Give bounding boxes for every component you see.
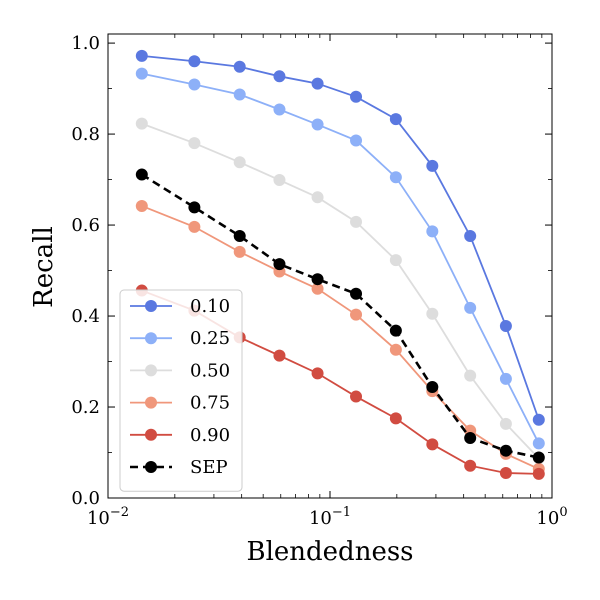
y-tick-label: 0.2 (71, 397, 100, 418)
data-point (350, 287, 363, 300)
y-tick-label: 1.0 (71, 33, 100, 54)
data-point (188, 201, 201, 214)
data-point (188, 78, 201, 91)
y-tick-label: 0.4 (71, 306, 100, 327)
legend-marker (145, 300, 157, 312)
data-point (532, 451, 545, 464)
data-point (350, 134, 363, 147)
x-tick-label: 100 (536, 505, 567, 529)
data-point (389, 254, 402, 267)
legend-label: 0.90 (190, 425, 230, 446)
data-point (233, 229, 246, 242)
data-point (135, 67, 148, 80)
data-point (188, 137, 201, 150)
data-point (499, 444, 512, 457)
y-tick-label: 0.0 (71, 488, 100, 509)
legend-label: 0.10 (190, 296, 230, 317)
data-point (273, 103, 286, 116)
series-0.50 (135, 117, 545, 465)
legend-entry-0.25: 0.25 (130, 328, 230, 349)
legend-marker (145, 332, 157, 345)
legend-entry-0.75: 0.75 (130, 393, 230, 414)
data-point (499, 320, 512, 333)
legend-label: 0.25 (190, 328, 230, 349)
data-point (233, 245, 246, 258)
data-point (311, 191, 324, 204)
legend-entry-SEP: SEP (130, 457, 228, 478)
legend-label: 0.50 (190, 360, 230, 381)
axes-group: 0.0 0.2 0.4 0.6 0.8 1.0 10−2 10−1 100 (71, 33, 567, 529)
data-point (135, 168, 148, 181)
legend-label: SEP (190, 457, 228, 478)
data-point (273, 349, 286, 362)
legend-entry-0.90: 0.90 (130, 425, 230, 446)
data-point (389, 343, 402, 356)
data-point (273, 258, 286, 271)
data-point (135, 199, 148, 212)
data-point (188, 55, 201, 68)
x-tick-label: 10−1 (309, 505, 351, 529)
data-point (135, 117, 148, 130)
data-point (273, 70, 286, 83)
legend-marker (145, 461, 157, 473)
data-point (426, 159, 439, 172)
x-axis-label: Blendedness (246, 537, 413, 567)
data-point (273, 174, 286, 187)
data-point (426, 381, 439, 393)
series-0.10 (135, 49, 545, 426)
data-point (350, 390, 363, 403)
data-point (426, 225, 439, 238)
legend-marker (145, 396, 157, 409)
data-point (389, 324, 402, 337)
series-line-SEP (141, 173, 540, 459)
data-point (350, 308, 363, 321)
data-point (499, 372, 512, 385)
data-point (464, 369, 477, 382)
legend-entry-0.50: 0.50 (130, 360, 230, 381)
series-group (135, 49, 545, 480)
data-point (233, 156, 246, 169)
data-point (311, 367, 324, 380)
data-point (499, 417, 512, 430)
legend-marker (145, 364, 157, 377)
data-point (188, 220, 201, 233)
data-point (389, 113, 402, 126)
data-point (532, 437, 545, 450)
data-point (350, 215, 363, 228)
data-point (311, 77, 324, 90)
data-point (311, 118, 324, 131)
data-point (426, 438, 439, 451)
data-point (464, 301, 477, 314)
x-tick-label: 10−2 (87, 505, 129, 529)
series-SEP (135, 168, 545, 464)
data-point (532, 413, 545, 426)
data-point (135, 49, 148, 62)
data-point (499, 466, 512, 479)
data-point (350, 90, 363, 103)
data-point (233, 88, 246, 101)
legend-label: 0.75 (190, 393, 230, 414)
y-axis-label: Recall (29, 226, 59, 308)
data-point (464, 431, 477, 444)
y-tick-label: 0.6 (71, 215, 100, 236)
y-tick-label: 0.8 (71, 124, 100, 145)
data-point (532, 467, 545, 480)
data-point (311, 282, 324, 295)
data-point (464, 459, 477, 472)
series-0.25 (135, 67, 545, 450)
data-point (233, 60, 246, 73)
data-point (311, 273, 324, 286)
legend-marker (145, 428, 157, 441)
data-point (464, 229, 477, 242)
legend-entry-0.10: 0.10 (130, 296, 230, 317)
data-point (389, 412, 402, 425)
data-point (426, 307, 439, 320)
legend: 0.10 0.25 0.50 0.75 0.90 SEP (119, 289, 243, 492)
data-point (389, 171, 402, 184)
